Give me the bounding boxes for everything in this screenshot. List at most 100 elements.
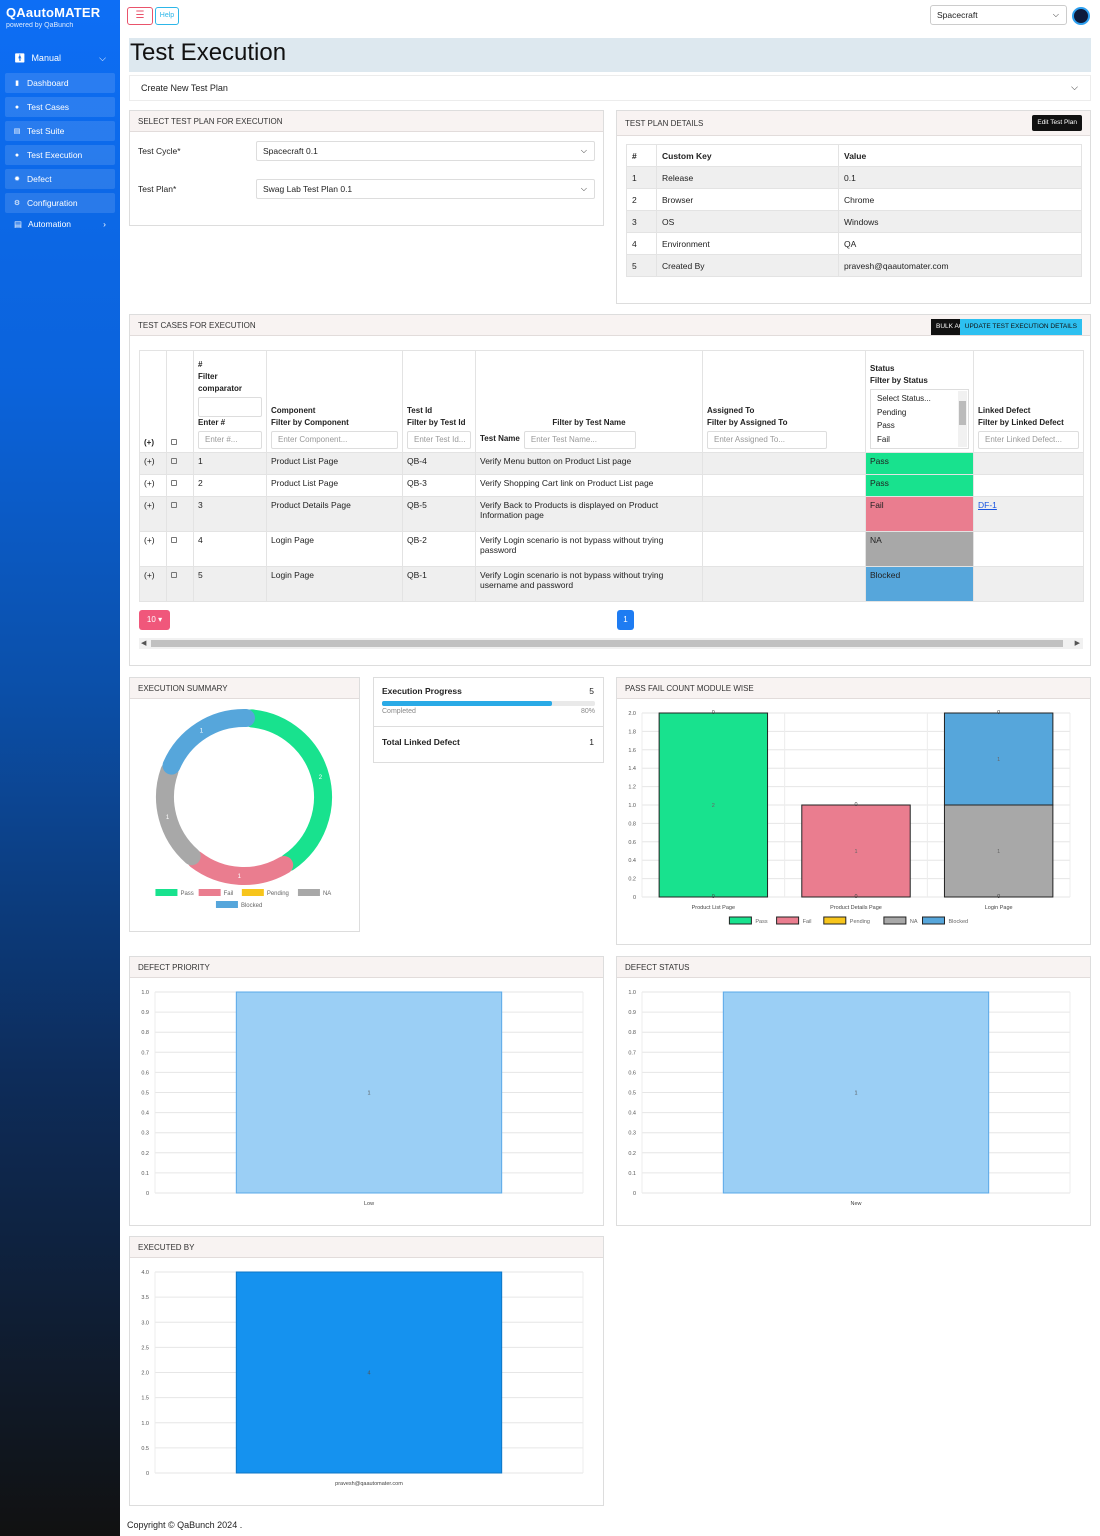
project-select[interactable]: Spacecraft ⌵ xyxy=(930,5,1067,25)
scroll-right-icon[interactable]: ▶ xyxy=(1074,640,1080,647)
y-tick-label: 0.7 xyxy=(141,1050,149,1056)
bar xyxy=(235,1271,503,1474)
table-cell[interactable] xyxy=(702,531,866,567)
page-title: Test Execution xyxy=(130,39,287,66)
test-id-filter-input[interactable]: Enter Test Id... xyxy=(407,431,471,449)
test-plan-select[interactable]: Swag Lab Test Plan 0.1 ⌵ xyxy=(256,179,595,199)
scrollbar-thumb[interactable] xyxy=(151,640,1063,647)
y-tick-label: 1.0 xyxy=(628,990,636,996)
help-button[interactable]: Help xyxy=(155,7,179,25)
bar-zero-label: 0 xyxy=(854,802,857,808)
exec-cases-header: TEST CASES FOR EXECUTION Bulk Action Upd… xyxy=(130,315,1090,336)
row-select-cell xyxy=(166,566,194,602)
row-expand-toggle[interactable]: (+) xyxy=(139,452,167,475)
y-tick-label: 0.1 xyxy=(628,1171,636,1177)
test-cycle-select[interactable]: Spacecraft 0.1 ⌵ xyxy=(256,141,595,161)
status-option[interactable]: Pending xyxy=(877,407,907,417)
column-header-test-id: Test Id Filter by Test Id Enter Test Id.… xyxy=(402,350,476,453)
bar-zero-label: 0 xyxy=(997,710,1000,716)
row-expand-toggle[interactable]: (+) xyxy=(139,474,167,497)
robot-icon: ▤ xyxy=(14,218,23,229)
table-cell: Windows xyxy=(838,210,1082,233)
status-option[interactable]: Fail xyxy=(877,434,890,444)
component-filter-input[interactable]: Enter Component... xyxy=(271,431,398,449)
y-tick-label: 1.8 xyxy=(628,729,636,735)
sidebar-item-test-cases[interactable]: ● Test Cases xyxy=(5,97,115,117)
y-tick-label: 0.7 xyxy=(628,1050,636,1056)
row-expand-toggle[interactable]: (+) xyxy=(139,566,167,602)
user-avatar[interactable] xyxy=(1072,7,1090,25)
menu-toggle-button[interactable]: ☰ xyxy=(127,7,153,25)
create-plan-collapse[interactable]: Create New Test Plan ⌵ xyxy=(129,75,1091,101)
row-expand-toggle[interactable]: (+) xyxy=(139,531,167,567)
execution-progress-title: Execution Progress xyxy=(382,686,462,696)
defect-status-card: DEFECT STATUS 0 0.1 0.2 0.3 0.4 0.5 0.6 0.7 0.8 0… xyxy=(616,956,1091,1226)
bar-value-label: 1 xyxy=(854,849,857,855)
sidebar-automation-toggle[interactable]: ▤ Automation › xyxy=(0,217,120,231)
table-cell[interactable] xyxy=(702,474,866,497)
table-cell: 4 xyxy=(193,531,267,567)
status-option[interactable]: Select Status... xyxy=(877,394,931,403)
expand-all-toggle[interactable]: (+) xyxy=(139,350,167,453)
table-cell[interactable] xyxy=(702,566,866,602)
status-cell[interactable]: Pass xyxy=(865,474,974,497)
column-header: Custom Key xyxy=(656,144,839,167)
donut-slice-na xyxy=(156,761,201,866)
progress-percent: 80% xyxy=(580,708,595,715)
y-tick-label: 0 xyxy=(633,895,636,901)
sidebar-item-configuration[interactable]: ⚙ Configuration xyxy=(5,193,115,213)
row-checkbox[interactable] xyxy=(171,458,177,464)
num-filter-input[interactable]: Enter #... xyxy=(198,431,262,449)
scrollbar-thumb[interactable] xyxy=(959,401,966,425)
assigned-filter-input[interactable]: Enter Assigned To... xyxy=(707,431,827,449)
update-execution-button[interactable]: Update Test Execution Details xyxy=(959,319,1082,335)
legend-swatch-blocked xyxy=(215,901,238,908)
status-option[interactable]: Pass xyxy=(877,421,895,430)
test-plan-row: Test Plan* Swag Lab Test Plan 0.1 ⌵ xyxy=(138,170,595,208)
column-filter-title: Filter by Test Id xyxy=(407,418,466,427)
sidebar-item-dashboard[interactable]: ▮ Dashboard xyxy=(5,73,115,93)
row-expand-toggle[interactable]: (+) xyxy=(139,496,167,532)
select-all-checkbox[interactable] xyxy=(171,439,177,445)
status-list-scrollbar[interactable] xyxy=(958,391,967,447)
scroll-left-icon[interactable]: ◀ xyxy=(141,640,147,647)
test-cycle-row: Test Cycle* Spacecraft 0.1 ⌵ xyxy=(138,132,595,170)
comparator-select[interactable] xyxy=(198,397,262,417)
y-tick-label: 4.0 xyxy=(141,1270,149,1276)
status-cell[interactable]: Pass xyxy=(865,452,974,475)
pagination-page-button[interactable]: 1 xyxy=(617,610,634,630)
chevron-down-icon: ⌵ xyxy=(1071,82,1078,92)
status-cell[interactable]: Fail xyxy=(865,496,974,532)
edit-test-plan-button[interactable]: Edit Test Plan xyxy=(1032,115,1082,131)
defect-filter-input[interactable]: Enter Linked Defect... xyxy=(978,431,1079,449)
table-cell: Chrome xyxy=(838,188,1082,211)
row-checkbox[interactable] xyxy=(171,502,177,508)
table-cell: Browser xyxy=(656,188,839,211)
chevron-down-icon: ⌵ xyxy=(580,184,587,193)
sidebar-item-test-execution[interactable]: ● Test Execution xyxy=(5,145,115,165)
page-size-dropdown[interactable]: 10 ▾ xyxy=(139,610,170,630)
project-select-value: Spacecraft xyxy=(937,10,978,20)
sidebar-manual-toggle[interactable]: 🚹︎ Manual ⌵ xyxy=(0,51,120,65)
status-cell[interactable]: Blocked xyxy=(865,566,974,602)
linked-defect-link[interactable]: DF-1 xyxy=(978,500,997,510)
status-cell[interactable]: NA xyxy=(865,531,974,567)
status-filter-list[interactable]: Select Status... Pending Pass Fail xyxy=(870,389,969,449)
table-cell xyxy=(973,474,1084,497)
table-cell[interactable] xyxy=(702,496,866,532)
table-cell xyxy=(973,531,1084,567)
create-plan-label: Create New Test Plan xyxy=(141,83,228,93)
row-checkbox[interactable] xyxy=(171,537,177,543)
table-cell[interactable] xyxy=(702,452,866,475)
row-checkbox[interactable] xyxy=(171,572,177,578)
menu-icon: ☰ xyxy=(135,10,145,21)
donut-value-label: 1 xyxy=(200,728,204,734)
sidebar-item-defect[interactable]: ✹ Defect xyxy=(5,169,115,189)
sidebar-item-label: Test Execution xyxy=(27,150,83,160)
horizontal-scrollbar[interactable]: ◀ ▶ xyxy=(139,638,1083,649)
row-checkbox[interactable] xyxy=(171,480,177,486)
execution-summary-card: EXECUTION SUMMARY 2 1 1 1 Pass Fail Pending NA B… xyxy=(129,677,360,932)
sidebar-item-test-suite[interactable]: ▤ Test Suite xyxy=(5,121,115,141)
test-name-filter-input[interactable]: Enter Test Name... xyxy=(523,431,636,449)
plan-details-table: # Custom Key Value 1 Release 0.1 2 Brows… xyxy=(626,144,1082,277)
